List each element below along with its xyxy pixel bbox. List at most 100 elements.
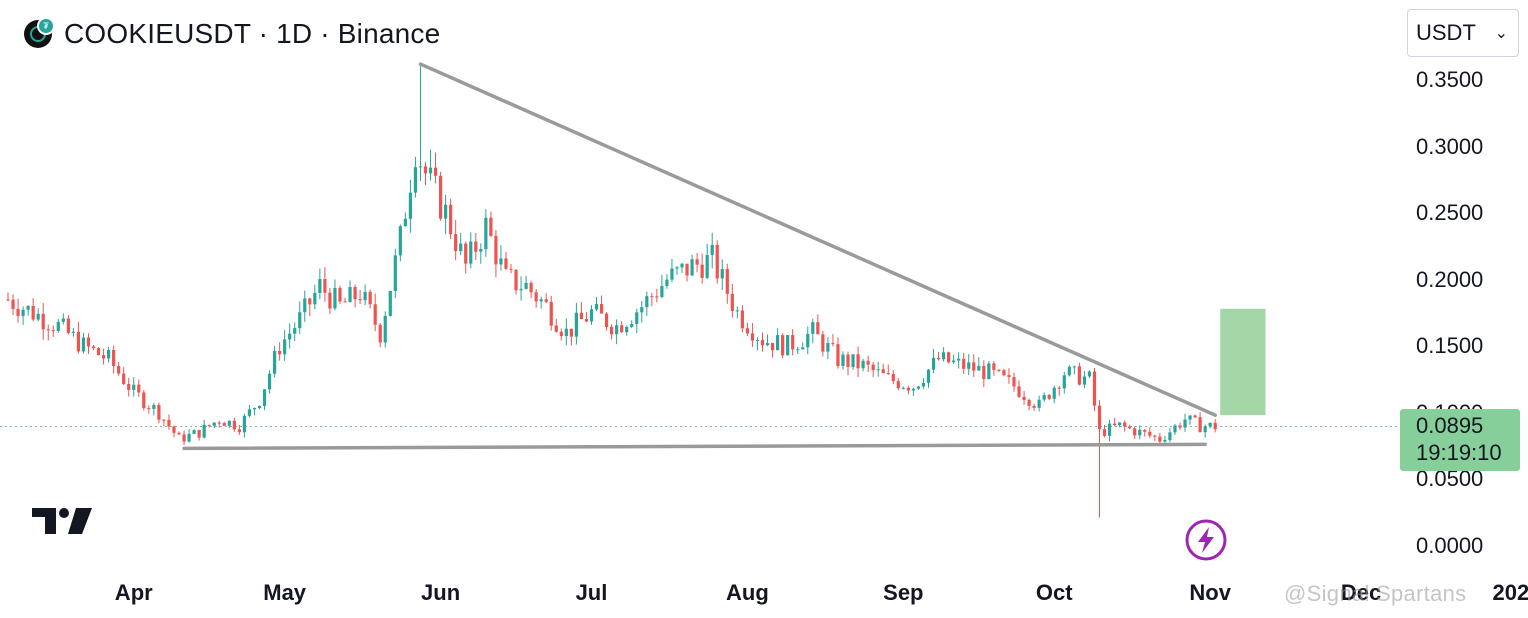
candle-body — [157, 404, 161, 420]
candle-body — [71, 331, 75, 333]
symbol-title: COOKIEUSDT · 1D · Binance — [64, 18, 441, 49]
target-box[interactable] — [1220, 308, 1266, 416]
candle-body — [690, 259, 694, 276]
candle-body — [1178, 425, 1182, 428]
candle-body — [997, 369, 1001, 371]
candle-body — [680, 263, 684, 268]
candle-body — [695, 259, 699, 265]
candle-body — [670, 268, 674, 280]
candle-body — [1168, 432, 1172, 440]
candle-body — [660, 285, 664, 298]
candle-body — [1133, 428, 1137, 436]
support-line[interactable] — [182, 442, 1207, 451]
candle-body — [267, 373, 272, 390]
candle-body — [232, 420, 236, 430]
candle-body — [438, 175, 443, 219]
candle-body — [635, 312, 639, 324]
candle-body — [861, 360, 865, 369]
candle-body — [957, 358, 961, 361]
candle-body — [66, 318, 70, 333]
candle-body — [423, 166, 428, 174]
candle-body — [816, 322, 820, 335]
candle-body — [1203, 426, 1207, 433]
candle-body — [881, 369, 885, 374]
candle-body — [1067, 366, 1071, 376]
watermark-text: @Signal Spartans — [1284, 581, 1467, 606]
candle-body — [46, 329, 50, 331]
candle-body — [700, 264, 704, 278]
candle-body — [112, 349, 116, 367]
candle-body — [433, 167, 438, 176]
candle-body — [187, 433, 191, 442]
candle-body — [378, 324, 382, 343]
x-tick-label: Nov — [1189, 580, 1231, 605]
chart-header: ₮ COOKIEUSDT · 1D · Binance — [24, 14, 440, 54]
candle-body — [811, 322, 815, 334]
candle-body — [650, 296, 654, 298]
candle-body — [1002, 370, 1006, 376]
currency-selector[interactable]: USDT ⌄ — [1407, 9, 1519, 57]
candle-body — [509, 268, 513, 270]
candle-body — [11, 299, 15, 309]
candle-body — [469, 241, 473, 264]
candle-body — [765, 343, 770, 346]
candle-body — [1042, 394, 1046, 400]
candle-body — [1037, 399, 1041, 408]
lightning-bolt-icon[interactable] — [1184, 518, 1228, 562]
candle-body — [911, 388, 915, 391]
candle-body — [494, 235, 498, 265]
candle-body — [413, 167, 418, 193]
candle-body — [1092, 371, 1097, 406]
candle-body — [197, 430, 201, 438]
candle-body — [645, 296, 649, 308]
current-price-value: 0.0895 — [1416, 413, 1484, 438]
candle-body — [529, 282, 533, 293]
candle-body — [519, 288, 523, 291]
candle-body — [177, 432, 181, 435]
candle-body — [489, 217, 493, 236]
candle-body — [967, 362, 971, 369]
candle-body — [1138, 429, 1142, 436]
candle-body — [428, 167, 433, 174]
candle-body — [1072, 366, 1076, 368]
candle-body — [826, 343, 830, 352]
candle-body — [207, 424, 211, 426]
candle-body — [293, 328, 297, 334]
candle-body — [192, 430, 196, 434]
candle-body — [122, 373, 126, 385]
candle-body — [745, 328, 750, 334]
candle-body — [750, 333, 755, 341]
candle-body — [499, 258, 503, 265]
candle-body — [871, 364, 875, 371]
candle-body — [906, 387, 910, 391]
candle-body — [921, 382, 926, 387]
candle-body — [1082, 376, 1087, 385]
candle-body — [1193, 415, 1197, 418]
candle-body — [459, 243, 463, 252]
x-tick-label: Oct — [1035, 580, 1073, 605]
candle-body — [514, 269, 518, 291]
candle-body — [303, 298, 307, 313]
candle-body — [901, 387, 905, 389]
candle-body — [454, 234, 458, 252]
candle-body — [298, 312, 302, 329]
candle-body — [977, 365, 981, 371]
candle-body — [137, 384, 141, 393]
candle-body — [615, 325, 619, 335]
candle-body — [972, 362, 976, 371]
candle-body — [484, 217, 488, 250]
candle-body — [1188, 415, 1192, 420]
candle-body — [358, 299, 362, 301]
candle-body — [740, 310, 744, 329]
candle-body — [36, 313, 40, 320]
candle-body — [534, 292, 538, 302]
candle-body — [1102, 429, 1107, 436]
candle-body — [1153, 435, 1157, 437]
candle-body — [353, 287, 357, 300]
y-tick-label: 0.3500 — [1416, 67, 1484, 92]
candle-body — [76, 331, 81, 352]
descending-trendline[interactable] — [418, 62, 1217, 417]
candle-body — [982, 365, 986, 380]
candle-body — [21, 309, 25, 316]
